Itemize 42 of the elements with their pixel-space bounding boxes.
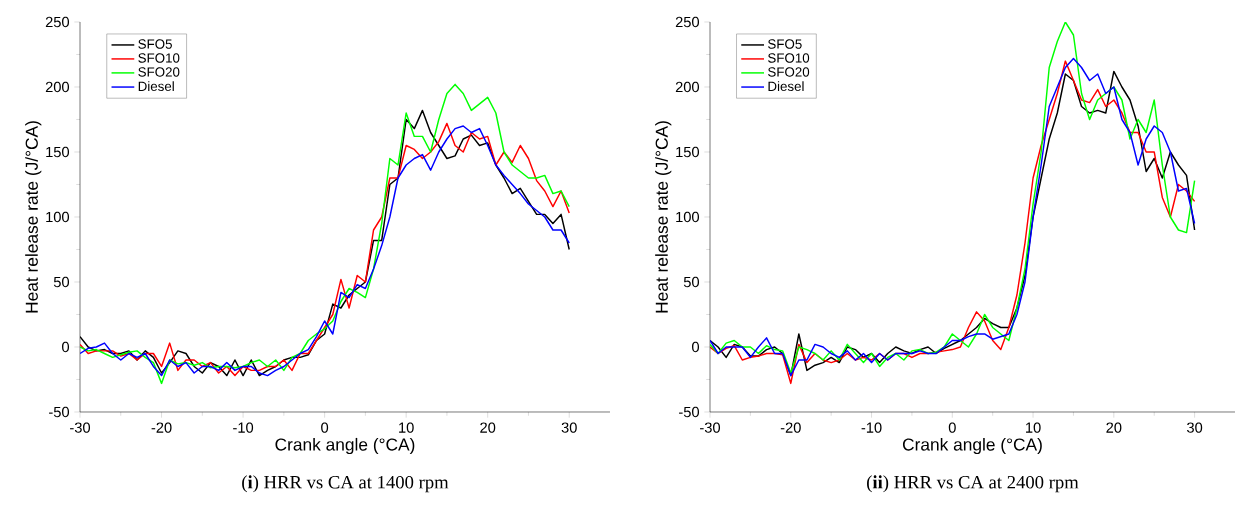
legend-label: Diesel [138,81,174,92]
x-tick-label: -10 [233,422,254,433]
y-tick-label: 200 [675,81,700,93]
y-tick-label: -50 [679,406,700,418]
text: (ii) HRR vs CA at 2400 rpm [867,475,1079,493]
x-tick-label: -30 [70,422,91,433]
y-tick-label: 250 [675,16,700,28]
x-tick-label: 30 [1187,422,1203,433]
x-tick-label: 20 [1106,422,1122,433]
x-tick-label: -20 [780,422,801,433]
y-tick-label: 0 [62,341,70,353]
x-axis-title: Crank angle (°CA) [275,437,415,455]
y-tick-label: 100 [46,211,70,223]
x-tick-label: -30 [700,422,721,433]
x-tick-label: 0 [321,422,329,433]
legend-label: SFO20 [768,67,810,77]
y-tick-label: 0 [692,341,700,353]
legend-label: SFO5 [138,39,172,49]
x-tick-label: 30 [561,422,577,433]
y-tick-label: 250 [45,16,70,28]
x-tick-label: -10 [861,422,882,433]
legend-label: SFO5 [768,39,802,49]
x-tick-label: 10 [1026,422,1041,433]
x-axis-title: Crank angle (°CA) [902,437,1042,455]
text: (i) HRR vs CA at 1400 rpm [242,475,449,493]
y-tick-label: -50 [49,406,70,418]
legend-label: SFO20 [138,67,180,77]
x-tick-label: -20 [151,422,172,433]
y-axis-title: Heat release rate (J/°CA) [655,121,672,313]
x-tick-label: 0 [948,422,956,433]
y-tick-label: 200 [45,81,70,93]
y-tick-label: 50 [683,276,700,288]
y-tick-label: 150 [46,146,70,158]
legend-label: Diesel [768,81,804,92]
legend-label: SFO10 [138,53,180,63]
x-tick-label: 10 [399,422,414,433]
legend-label: SFO10 [768,53,810,63]
y-tick-label: 100 [676,211,700,223]
y-tick-label: 50 [53,276,70,288]
y-tick-label: 150 [676,146,700,158]
y-axis-title: Heat release rate (J/°CA) [25,121,42,313]
x-tick-label: 20 [480,422,496,433]
